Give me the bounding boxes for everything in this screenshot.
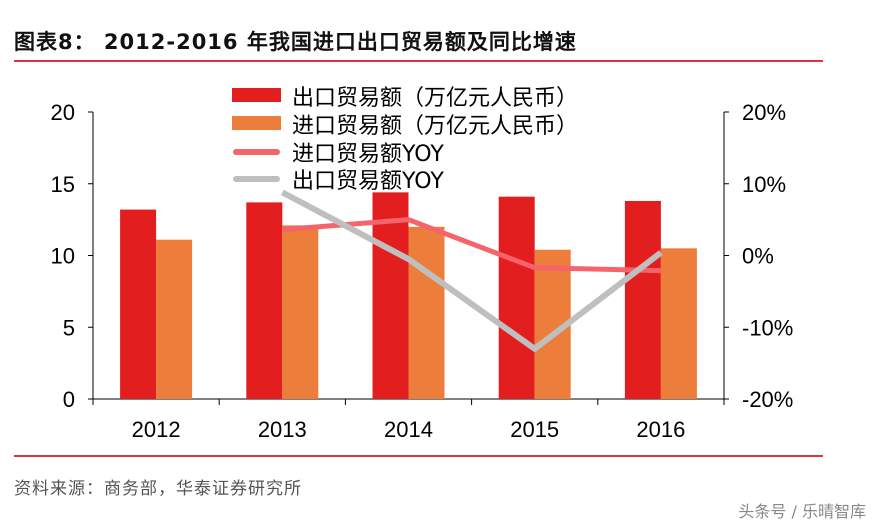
x-tick-label: 2014 bbox=[384, 417, 433, 442]
bar-import bbox=[408, 226, 445, 399]
right-tick-label: 0% bbox=[742, 244, 774, 269]
bar-import bbox=[282, 225, 319, 399]
x-tick-label: 2013 bbox=[258, 417, 307, 442]
left-tick-label: 0 bbox=[63, 387, 75, 412]
x-tick-label: 2016 bbox=[636, 417, 685, 442]
bar-export bbox=[120, 209, 157, 399]
legend-label: 出口贸易额YOY bbox=[292, 169, 444, 194]
bar-export bbox=[372, 192, 409, 399]
left-tick-label: 5 bbox=[63, 315, 75, 340]
watermark: 头条号 / 乐晴智库 bbox=[738, 502, 866, 521]
right-tick-label: 10% bbox=[742, 172, 786, 197]
legend-swatch bbox=[232, 116, 281, 130]
right-tick-label: 20% bbox=[742, 100, 786, 125]
bar-export bbox=[624, 200, 661, 399]
legend-label: 进口贸易额（万亿元人民币） bbox=[292, 114, 578, 139]
source-divider bbox=[14, 455, 823, 457]
source-note: 资料来源：商务部，华泰证券研究所 bbox=[14, 479, 302, 499]
right-tick-label: -10% bbox=[742, 315, 793, 340]
bar-import bbox=[660, 248, 697, 399]
left-tick-label: 20 bbox=[51, 100, 75, 125]
left-tick-label: 15 bbox=[51, 172, 75, 197]
x-tick-label: 2012 bbox=[132, 417, 181, 442]
right-tick-label: -20% bbox=[742, 387, 793, 412]
line-export-yoy bbox=[280, 189, 663, 353]
title-divider bbox=[14, 60, 823, 62]
line-import-yoy bbox=[282, 217, 661, 274]
bar-export bbox=[246, 202, 283, 399]
legend-swatch bbox=[232, 88, 281, 102]
bar-export bbox=[498, 196, 535, 399]
bar-import bbox=[156, 239, 193, 399]
left-tick-label: 10 bbox=[51, 244, 75, 269]
chart-title: 图表8： 2012-2016 年我国进口出口贸易额及同比增速 bbox=[14, 30, 577, 54]
x-tick-label: 2015 bbox=[510, 417, 559, 442]
legend-label: 进口贸易额YOY bbox=[292, 142, 444, 167]
legend-label: 出口贸易额（万亿元人民币） bbox=[292, 86, 578, 111]
